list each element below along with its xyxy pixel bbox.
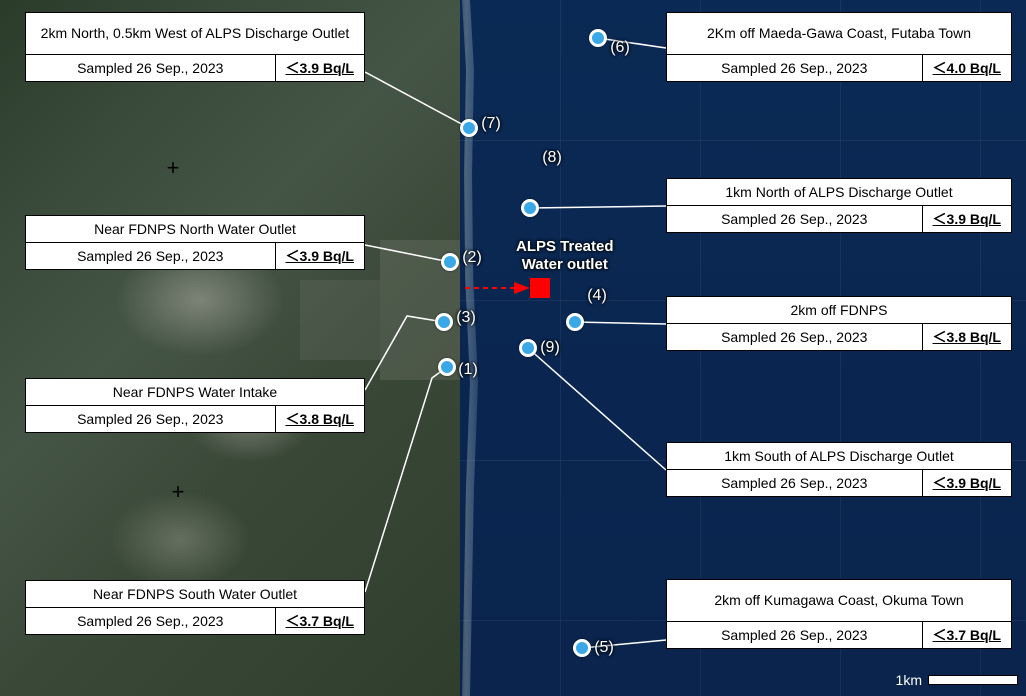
sample-point-marker-7	[460, 119, 478, 137]
callout-sampled: Sampled 26 Sep., 2023	[667, 206, 923, 232]
callout-title: Near FDNPS South Water Outlet	[26, 581, 364, 608]
sample-point-marker-2	[441, 253, 459, 271]
sample-point-marker-5	[573, 639, 591, 657]
sample-point-label-4: (4)	[587, 287, 607, 305]
callout-row: Sampled 26 Sep., 2023＜3.9 Bq/L	[667, 470, 1011, 496]
callout-c4: 2km off FDNPSSampled 26 Sep., 2023＜3.8 B…	[666, 296, 1012, 351]
callout-title: 1km South of ALPS Discharge Outlet	[667, 443, 1011, 470]
facility-block	[300, 280, 380, 360]
sample-point-marker-1	[438, 358, 456, 376]
callout-value: ＜3.9 Bq/L	[923, 470, 1011, 496]
callout-value: ＜3.8 Bq/L	[923, 324, 1011, 350]
callout-row: Sampled 26 Sep., 2023＜3.7 Bq/L	[667, 622, 1011, 648]
callout-title: 2km off FDNPS	[667, 297, 1011, 324]
callout-value: ＜3.9 Bq/L	[923, 206, 1011, 232]
callout-c9: 1km South of ALPS Discharge OutletSample…	[666, 442, 1012, 497]
alps-outlet-marker	[530, 278, 550, 298]
callout-value: ＜3.7 Bq/L	[276, 608, 364, 634]
callout-title: Near FDNPS North Water Outlet	[26, 216, 364, 243]
sample-point-marker-6	[589, 29, 607, 47]
callout-sampled: Sampled 26 Sep., 2023	[667, 55, 923, 81]
callout-sampled: Sampled 26 Sep., 2023	[667, 470, 923, 496]
callout-row: Sampled 26 Sep., 2023＜3.9 Bq/L	[26, 243, 364, 269]
callout-sampled: Sampled 26 Sep., 2023	[667, 324, 923, 350]
registration-cross: +	[167, 155, 180, 181]
callout-title: 1km North of ALPS Discharge Outlet	[667, 179, 1011, 206]
sample-point-label-8: (8)	[542, 149, 562, 167]
callout-sampled: Sampled 26 Sep., 2023	[667, 622, 923, 648]
callout-c1: Near FDNPS South Water OutletSampled 26 …	[25, 580, 365, 635]
scale-bar: 1km	[896, 672, 1018, 688]
registration-cross: +	[172, 479, 185, 505]
callout-row: Sampled 26 Sep., 2023＜3.7 Bq/L	[26, 608, 364, 634]
grid-line	[460, 140, 1026, 141]
sample-point-marker-8	[521, 199, 539, 217]
callout-title: Near FDNPS Water Intake	[26, 379, 364, 406]
alps-outlet-label: ALPS TreatedWater outlet	[516, 238, 614, 274]
sample-point-marker-4	[566, 313, 584, 331]
callout-row: Sampled 26 Sep., 2023＜3.8 Bq/L	[26, 406, 364, 432]
callout-c6: 2Km off Maeda-Gawa Coast, Futaba TownSam…	[666, 12, 1012, 82]
callout-sampled: Sampled 26 Sep., 2023	[26, 243, 276, 269]
callout-c3: Near FDNPS Water IntakeSampled 26 Sep., …	[25, 378, 365, 433]
callout-value: ＜3.9 Bq/L	[276, 55, 364, 81]
callout-c8: 1km North of ALPS Discharge OutletSample…	[666, 178, 1012, 233]
callout-title: 2km North, 0.5km West of ALPS Discharge …	[26, 13, 364, 55]
callout-value: ＜3.7 Bq/L	[923, 622, 1011, 648]
sample-point-label-3: (3)	[456, 309, 476, 327]
callout-value: ＜3.9 Bq/L	[276, 243, 364, 269]
callout-sampled: Sampled 26 Sep., 2023	[26, 608, 276, 634]
callout-value: ＜4.0 Bq/L	[923, 55, 1011, 81]
callout-title: 2km off Kumagawa Coast, Okuma Town	[667, 580, 1011, 622]
callout-c5: 2km off Kumagawa Coast, Okuma TownSample…	[666, 579, 1012, 649]
scale-label: 1km	[896, 672, 922, 688]
sample-point-label-1: (1)	[458, 361, 478, 379]
callout-value: ＜3.8 Bq/L	[276, 406, 364, 432]
callout-row: Sampled 26 Sep., 2023＜3.9 Bq/L	[667, 206, 1011, 232]
callout-row: Sampled 26 Sep., 2023＜3.8 Bq/L	[667, 324, 1011, 350]
sample-point-label-2: (2)	[462, 249, 482, 267]
sample-point-label-7: (7)	[481, 115, 501, 133]
scale-bar-graphic	[928, 675, 1018, 685]
sample-point-label-6: (6)	[610, 39, 630, 57]
sample-point-label-9: (9)	[540, 339, 560, 357]
map-canvas: + + ALPS TreatedWater outlet (1) (2) (3) (4)…	[0, 0, 1026, 696]
sample-point-marker-3	[435, 313, 453, 331]
sample-point-marker-9	[519, 339, 537, 357]
callout-row: Sampled 26 Sep., 2023＜4.0 Bq/L	[667, 55, 1011, 81]
sample-point-label-5: (5)	[594, 639, 614, 657]
callout-row: Sampled 26 Sep., 2023＜3.9 Bq/L	[26, 55, 364, 81]
callout-sampled: Sampled 26 Sep., 2023	[26, 406, 276, 432]
callout-title: 2Km off Maeda-Gawa Coast, Futaba Town	[667, 13, 1011, 55]
callout-sampled: Sampled 26 Sep., 2023	[26, 55, 276, 81]
callout-c7: 2km North, 0.5km West of ALPS Discharge …	[25, 12, 365, 82]
callout-c2: Near FDNPS North Water OutletSampled 26 …	[25, 215, 365, 270]
